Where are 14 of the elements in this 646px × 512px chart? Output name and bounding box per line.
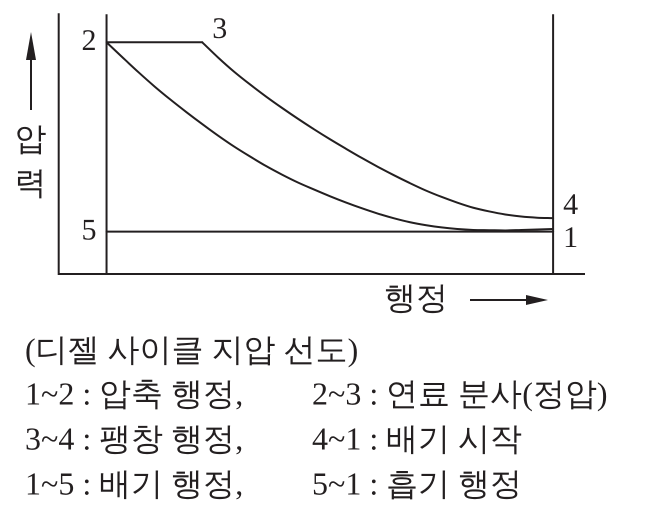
annotation: 2 xyxy=(82,24,97,58)
text: 1~5 : 배기 행정, xyxy=(25,465,244,502)
text: 1~2 : 압축 행정, xyxy=(25,375,244,412)
annotation: 4 xyxy=(563,188,578,222)
text: 3~4 : 팽창 행정, xyxy=(25,420,244,456)
text: 2~3 : 연료 분사(정압) xyxy=(312,375,608,412)
text: (디젤 사이클 지압 선도) xyxy=(25,331,358,368)
y-axis-title: 압력 xyxy=(14,120,47,201)
x-axis-title: 행정 xyxy=(384,279,448,316)
annotation: 1 xyxy=(563,220,578,254)
text: 4~1 : 배기 시작 xyxy=(312,420,522,456)
annotation: 3 xyxy=(212,12,228,46)
text: 5~1 : 흡기 행정 xyxy=(312,465,522,502)
annotation: 5 xyxy=(82,213,97,246)
